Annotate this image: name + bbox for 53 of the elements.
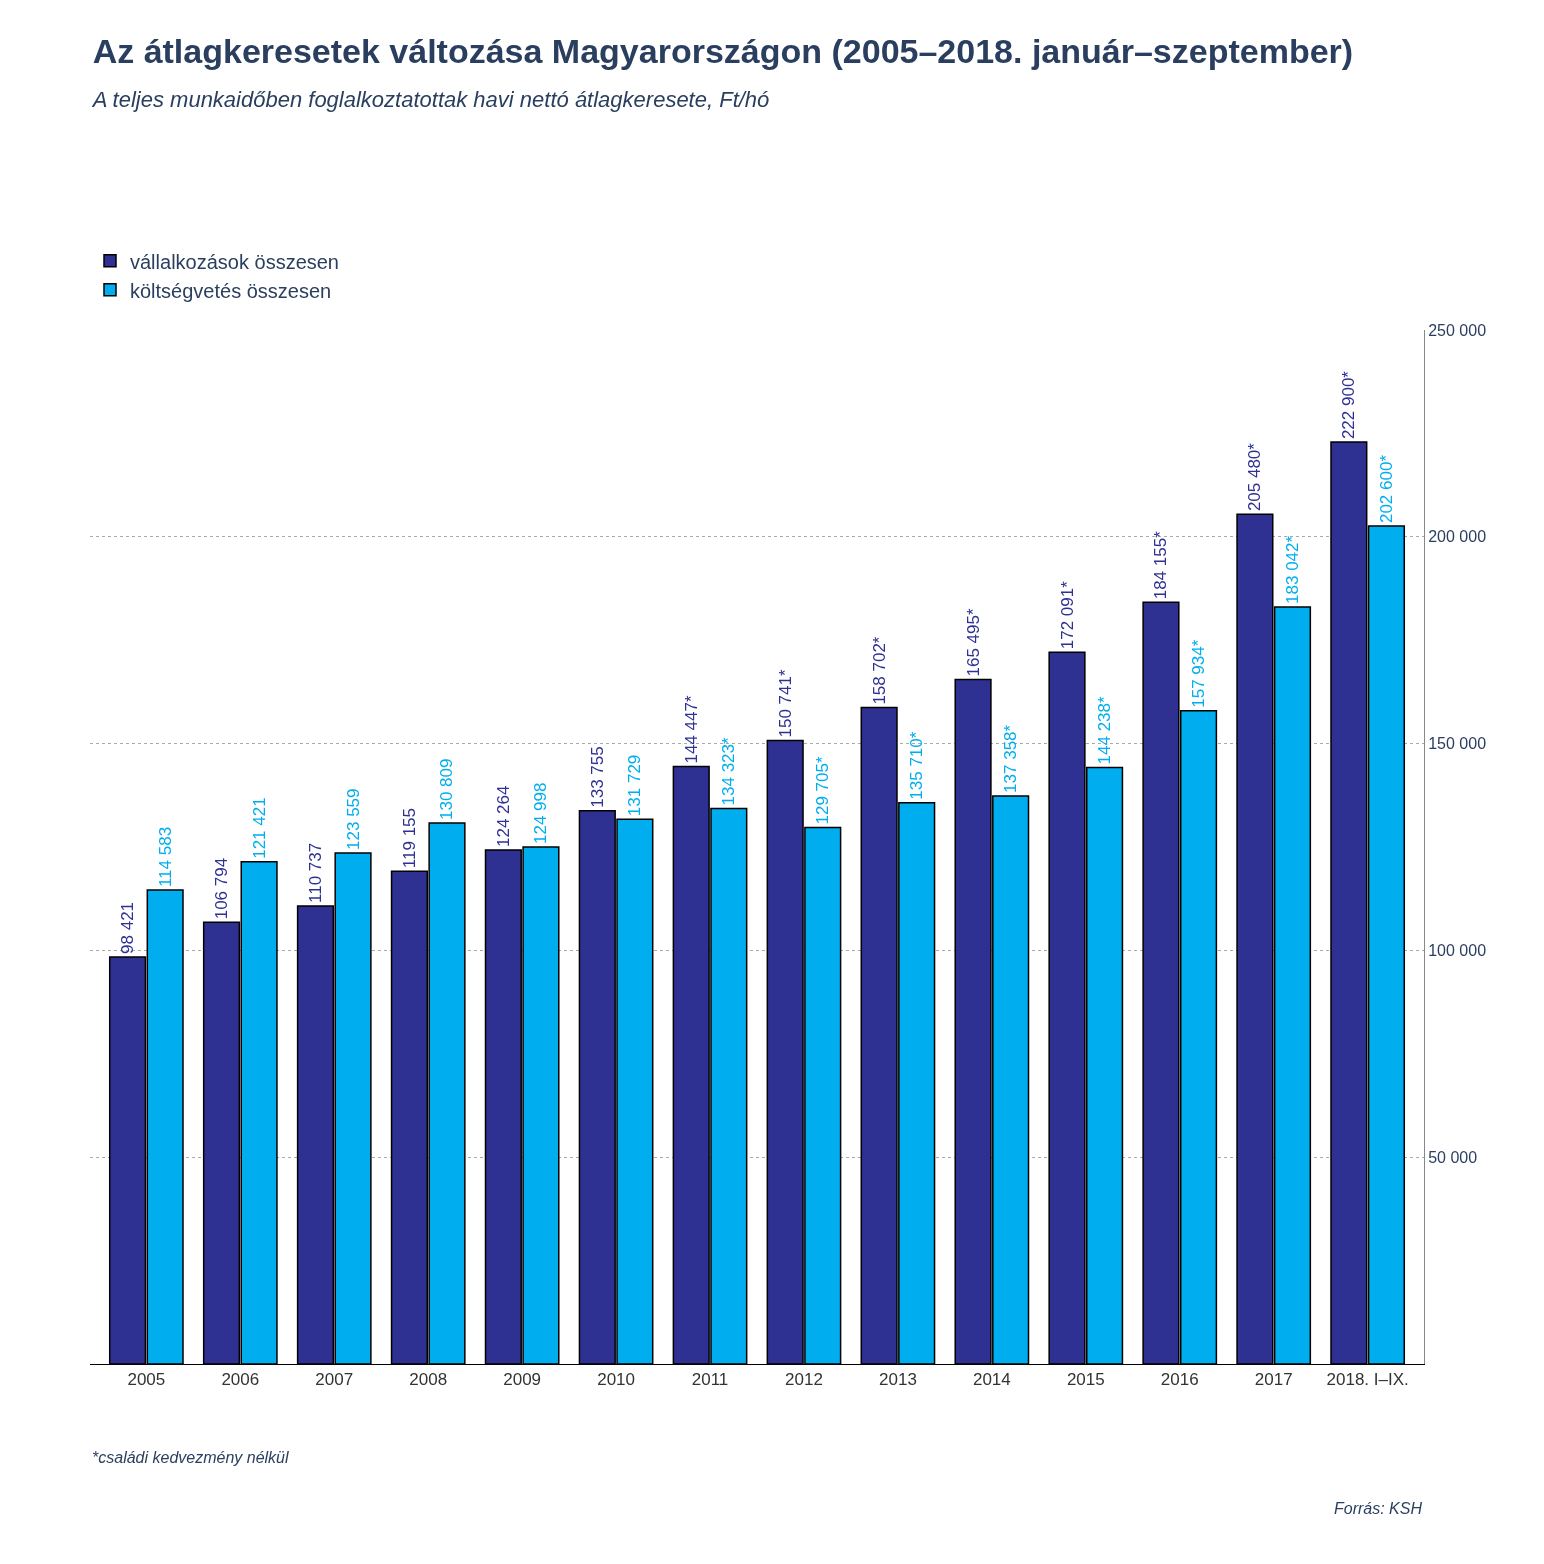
y-tick-label: 200 000 [1428,528,1487,546]
data-label: 172 091* [1057,580,1077,650]
text: *családi kedvezmény nélkül [92,1449,289,1466]
data-label: 144 238* [1095,695,1115,765]
data-label: 184 155* [1151,530,1171,600]
x-tick-label: 2015 [1066,1370,1105,1390]
data-label: 205 480* [1245,442,1265,512]
data-label: 130 809 [437,758,457,820]
x-tick-label: 2017 [1254,1370,1293,1390]
data-label: 119 155 [399,807,419,869]
chart-subtitle: A teljes munkaidőben foglalkoztatottak havi nettó átlagkeresete, Ft/hó [90,86,770,112]
data-label: 137 358* [1001,724,1021,793]
x-tick-label: 2014 [972,1370,1011,1390]
data-label: 124 264 [493,785,513,848]
x-tick-label: 2006 [221,1370,260,1390]
x-tick-label: 2010 [597,1370,635,1390]
data-label: 158 702* [869,636,889,705]
legend-label: költségvetés összesen [130,279,332,302]
x-tick-label: 2005 [127,1370,166,1390]
x-tick-label: 2012 [785,1370,823,1390]
x-tick-label: 2011 [691,1370,729,1390]
data-label: 110 737 [305,842,325,903]
y-tick-label: 150 000 [1428,735,1487,753]
data-label: 222 900* [1339,370,1359,440]
x-tick-label: 2009 [503,1370,542,1390]
x-tick-label: 2007 [315,1370,354,1390]
y-tick-label: 50 000 [1428,1148,1478,1166]
x-tick-label: 2013 [879,1370,917,1390]
data-label: 150 741* [775,669,795,738]
data-label: 114 583 [155,826,175,888]
data-label: 129 705* [813,756,833,825]
data-label: 123 559 [343,788,363,850]
data-label: 131 729 [625,754,645,817]
x-tick-label: 2008 [409,1370,448,1390]
y-tick-label: 250 000 [1428,321,1487,339]
data-label: 135 710* [907,731,927,800]
data-label: 183 042* [1282,535,1302,604]
data-label: 124 998 [531,782,551,845]
data-label: 202 600* [1376,454,1396,524]
chart-title: Az átlagkeresetek változása Magyarországon (2005–2018. január–szeptember) [92,31,1354,70]
data-label: 165 495* [963,608,983,677]
data-label: 157 934* [1189,639,1209,708]
legend-label: vállalkozások összesen [130,250,339,273]
data-label: 121 421 [249,797,269,859]
x-tick-label: 2018. I–IX. [1326,1370,1409,1390]
x-tick-label: 2016 [1160,1370,1199,1390]
data-label: 144 447* [681,695,701,764]
data-label: 98 421 [118,901,138,954]
y-tick-label: 100 000 [1428,942,1487,959]
data-label: 106 794 [212,857,232,920]
text: Forrás: KSH [1334,1500,1423,1517]
data-label: 134 323* [719,736,739,806]
data-label: 133 755 [587,746,607,808]
